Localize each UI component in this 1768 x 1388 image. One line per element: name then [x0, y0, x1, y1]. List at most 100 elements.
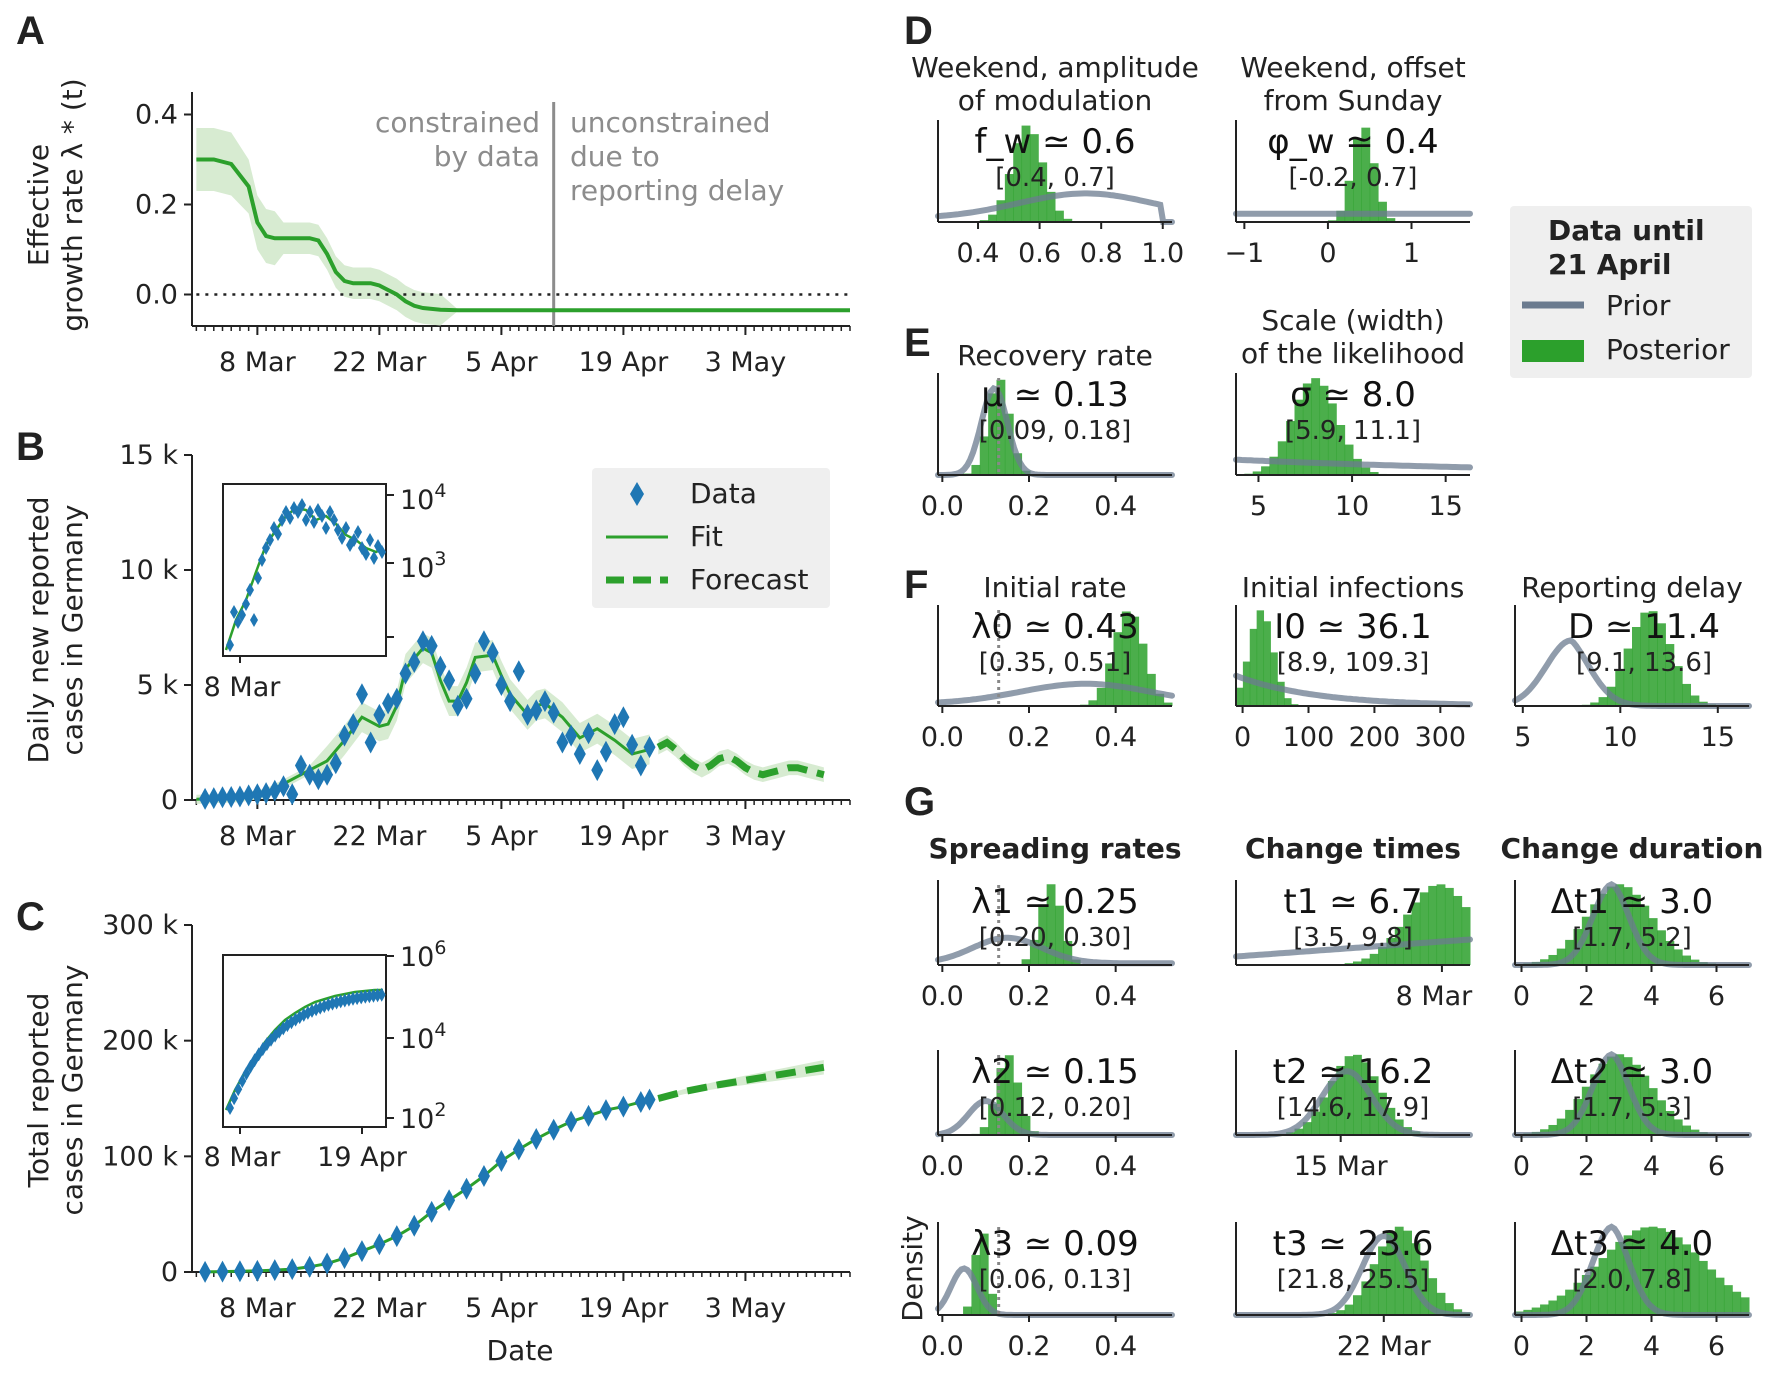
- posterior-bar: [1581, 916, 1591, 965]
- panel-letter-b: B: [16, 425, 45, 469]
- x-tick-label: 0.8: [1080, 238, 1123, 269]
- forecast-line: [656, 738, 825, 779]
- data-point: [460, 687, 473, 710]
- posterior-bar: [1648, 1226, 1658, 1315]
- data-point: [547, 701, 560, 724]
- posterior-bar: [1004, 174, 1014, 222]
- data-point: [225, 786, 238, 809]
- inset-c-tick-label: 104: [400, 1019, 446, 1055]
- posterior-bar: [1369, 163, 1379, 222]
- legend-right-title-2: 21 April: [1548, 248, 1671, 281]
- posterior-bar: [1361, 467, 1371, 475]
- panel-title: Change duration: [1501, 832, 1764, 865]
- inset-b-point: [330, 513, 338, 527]
- inset-c-xtick-label: 8 Mar: [204, 1142, 282, 1173]
- inset-b-point: [318, 509, 326, 523]
- data-point: [469, 662, 482, 685]
- credible-interval: [14.6, 17.9]: [1277, 1093, 1430, 1123]
- data-point: [303, 763, 316, 786]
- posterior-bar: [1581, 1275, 1591, 1315]
- posterior-bar: [1252, 471, 1262, 475]
- note-constrained-1: constrained: [375, 106, 540, 139]
- data-point: [451, 694, 464, 717]
- data-point: [268, 779, 281, 802]
- panel-title: Change times: [1245, 832, 1461, 865]
- posterior-bar: [1623, 887, 1633, 965]
- posterior-bar: [1606, 1056, 1616, 1135]
- inset-c: 106 104 102 8 Mar 19 Apr: [204, 937, 447, 1173]
- x-tick-label: 6: [1708, 1331, 1725, 1362]
- inset-b-point: [258, 553, 266, 567]
- data-point: [591, 759, 604, 782]
- forecast-line: [657, 1063, 825, 1102]
- posterior-bar: [1155, 693, 1165, 706]
- credible-interval: [1.7, 5.3]: [1572, 1093, 1692, 1123]
- inset-b-point: [322, 521, 330, 535]
- data-point: [286, 1258, 299, 1281]
- panel-c: C Total reported cases in Germany Date 3…: [16, 895, 851, 1367]
- data-point: [355, 683, 368, 706]
- posterior-bar: [1590, 702, 1600, 706]
- legend-right-box: [1510, 206, 1752, 378]
- posterior-bar: [1284, 698, 1292, 706]
- panel-g13: Change duration 0 2 4 6 Δt1 ≃ 3.0[1.7, 5.2]: [1501, 832, 1764, 1012]
- x-tick-label: 6: [1708, 1151, 1725, 1182]
- panel-b: B Daily new reported cases in Germany 15…: [16, 425, 851, 852]
- posterior-bar: [1715, 1277, 1725, 1315]
- inset-b-point: [378, 545, 386, 559]
- panel-title: Recovery rate: [957, 339, 1153, 372]
- inset-b: 104 103 8 Mar: [204, 480, 447, 703]
- posterior-bar: [1386, 218, 1396, 222]
- posterior-bar: [1632, 1230, 1641, 1315]
- x-tick-label: 6: [1708, 981, 1725, 1012]
- posterior-bar: [1428, 1278, 1438, 1315]
- x-tick-label: 1: [1403, 238, 1420, 269]
- credible-interval: [0.12, 0.20]: [979, 1093, 1132, 1123]
- posterior-bar: [1327, 1312, 1337, 1315]
- data-point: [582, 1104, 595, 1127]
- x-tick-label: 0: [1513, 1331, 1530, 1362]
- panel-g12: Change times 8 Mar t1 ≃ 6.7[3.5, 9.8]: [1233, 832, 1474, 1012]
- y-tick-label: 0.4: [135, 100, 178, 131]
- x-tick-label: −1: [1224, 238, 1264, 269]
- data-point: [565, 1110, 578, 1133]
- posterior-bar: [988, 1104, 997, 1135]
- estimate-label: λ3 ≃ 0.09: [971, 1224, 1139, 1264]
- estimate-label: Δt3 ≃ 4.0: [1551, 1224, 1713, 1264]
- estimate-label: λ2 ≃ 0.15: [971, 1052, 1139, 1092]
- inset-b-point: [334, 523, 342, 537]
- x-tick-label: 19 Apr: [579, 347, 670, 378]
- posterior-bar: [1256, 610, 1265, 706]
- x-tick-label: 8 Mar: [1396, 981, 1474, 1012]
- data-point: [608, 713, 621, 736]
- posterior-bar: [1648, 918, 1658, 965]
- posterior-bar: [1294, 399, 1304, 475]
- data-point: [556, 731, 569, 754]
- y-tick-label: 200 k: [102, 1026, 178, 1057]
- data-point: [355, 1240, 368, 1263]
- posterior-bar: [1130, 616, 1140, 706]
- data-point: [599, 740, 612, 763]
- inset-b-points: [226, 498, 386, 652]
- inset-c-tick-label: 106: [400, 937, 446, 973]
- inset-b-point: [306, 505, 314, 519]
- growth-rate-line: [196, 157, 850, 313]
- panel-g21: 0.0 0.2 0.4 λ2 ≃ 0.15[0.12, 0.20]: [921, 1050, 1175, 1182]
- legend-prior-label: Prior: [1606, 289, 1671, 322]
- fit-band: [196, 633, 650, 804]
- posterior-bar: [1640, 1227, 1650, 1315]
- data-point: [477, 630, 490, 653]
- posterior-bar: [1021, 959, 1031, 965]
- inset-c-point: [242, 1066, 251, 1081]
- chart-b-plot: 15 k 10 k 5 k 0 8 Mar 22 Mar 5 Apr 19 Apr 3 May: [119, 440, 851, 852]
- panel-c-ylabel-1: Total reported: [22, 993, 55, 1189]
- y-tick-label: 0.0: [135, 280, 178, 311]
- note-constrained-2: by data: [434, 140, 540, 173]
- inset-b-frame: [222, 483, 387, 657]
- data-point: [321, 763, 334, 786]
- x-tick-label: 300: [1415, 722, 1467, 753]
- y-tick-label: 0.2: [135, 190, 178, 221]
- data-point: [199, 1260, 212, 1283]
- chart-c-plot: 300 k 200 k 100 k 0 8 Mar 22 Mar 5 Apr 19 Apr 3 …: [102, 910, 851, 1324]
